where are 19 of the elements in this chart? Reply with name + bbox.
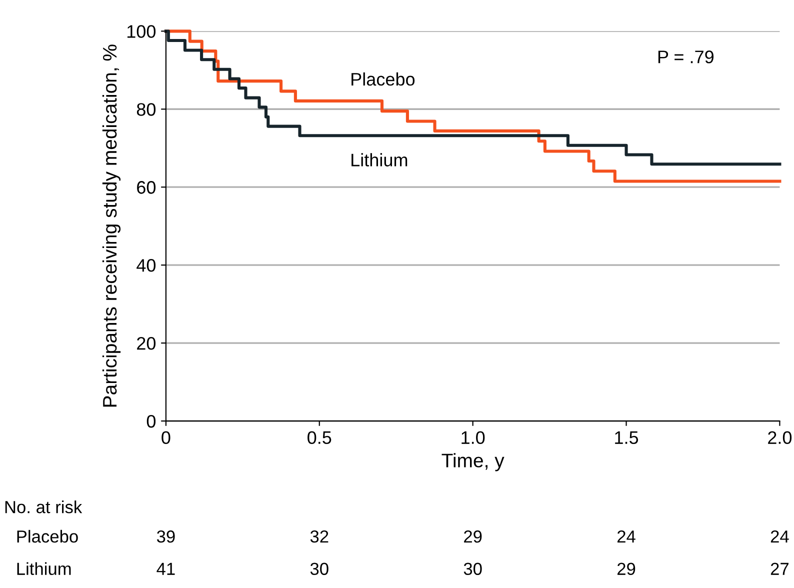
text: No. at risk <box>5 500 82 514</box>
text: Placebo 39 32 29 24 24 <box>17 530 789 543</box>
y-tick-label: 0 <box>146 414 156 428</box>
y-tick-label: 40 <box>136 259 156 272</box>
x-axis-title: Time, y <box>442 453 504 472</box>
y-tick-label: 60 <box>137 181 156 194</box>
text: Lithium 41 30 30 29 27 <box>17 562 788 576</box>
y-tick-label: 100 <box>127 25 156 38</box>
series-label: Lithium <box>352 153 408 166</box>
series-label: Placebo <box>352 72 415 86</box>
y-axis-title: Participants receiving study medication, % <box>102 44 121 407</box>
annotation: P = .79 <box>658 50 714 64</box>
y-tick-label: 80 <box>136 103 156 116</box>
y-tick-label: 20 <box>137 336 156 350</box>
x-tick-label: 0 <box>162 431 170 444</box>
x-tick-label: 2.0 <box>768 431 792 444</box>
x-tick-label: 1.5 <box>615 431 638 444</box>
x-tick-label: 0.5 <box>308 431 332 444</box>
x-tick-label: 1.0 <box>462 431 485 444</box>
